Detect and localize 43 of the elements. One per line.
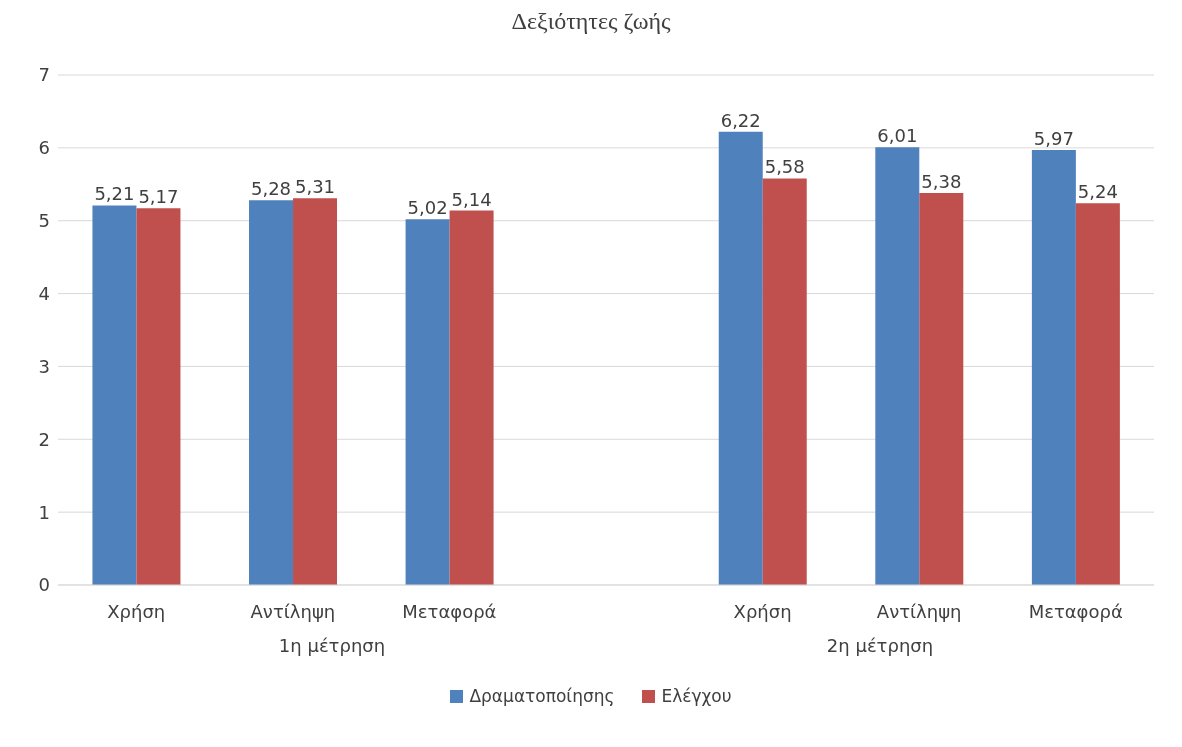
bar — [919, 193, 964, 585]
data-label: 6,22 — [720, 109, 761, 131]
data-label: 5,31 — [294, 176, 336, 198]
data-label: 5,38 — [921, 171, 962, 193]
legend-label: Δραματοποίησης — [469, 686, 615, 706]
y-tick-label: 5 — [38, 210, 50, 232]
data-label: 5,58 — [764, 156, 805, 178]
data-label: 5,24 — [1077, 181, 1118, 203]
bar — [762, 178, 807, 585]
bar — [405, 219, 450, 585]
y-tick-label: 2 — [38, 428, 50, 450]
text: 2η μέτρηση — [826, 635, 934, 656]
data-label: 5,14 — [451, 188, 492, 210]
x-tick-label: Μεταφορά — [402, 600, 497, 622]
y-tick-label: 3 — [38, 355, 50, 377]
legend-label: Ελέγχου — [661, 686, 732, 706]
bar — [718, 131, 763, 585]
data-label: 5,21 — [94, 183, 135, 205]
bar — [293, 198, 338, 585]
y-tick-label: 4 — [38, 282, 50, 304]
data-label: 5,17 — [138, 186, 179, 208]
bar — [449, 210, 494, 585]
text: 1η μέτρηση — [278, 635, 386, 656]
data-label: 5,02 — [407, 197, 448, 219]
data-label: 5,28 — [250, 178, 292, 200]
y-tick-label: 1 — [38, 501, 50, 523]
x-tick-label: Μεταφορά — [1028, 600, 1123, 622]
y-tick-label: 7 — [38, 64, 50, 86]
bar — [249, 200, 294, 585]
bar — [1031, 150, 1076, 585]
x-tick-label: Αντίληψη — [876, 600, 962, 622]
y-tick-label: 6 — [38, 137, 50, 159]
x-tick-label: Χρήση — [107, 600, 166, 622]
bar — [92, 205, 137, 585]
chart-title: Δεξιότητες ζωής — [510, 8, 672, 35]
bar — [1075, 203, 1120, 585]
x-tick-label: Αντίληψη — [250, 600, 336, 622]
data-label: 6,01 — [877, 125, 918, 147]
bar — [136, 208, 181, 585]
y-tick-label: 0 — [38, 574, 50, 596]
x-tick-label: Χρήση — [733, 600, 792, 622]
data-label: 5,97 — [1033, 128, 1074, 150]
bar — [875, 147, 920, 585]
